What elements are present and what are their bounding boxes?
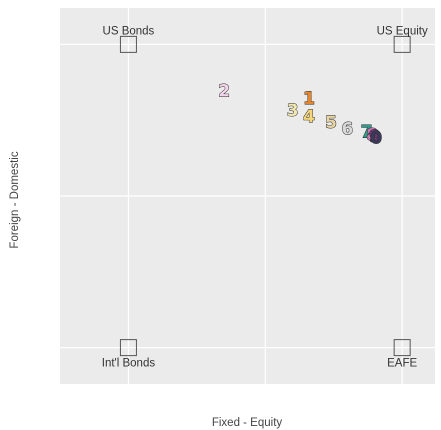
data-point: 0 <box>370 128 382 148</box>
corner-label: EAFE <box>387 358 417 370</box>
corner-label: Int'l Bonds <box>102 358 156 370</box>
corner-marker <box>393 339 411 357</box>
data-point: 4 <box>303 107 315 127</box>
corner-label: US Equity <box>377 25 428 37</box>
grid <box>60 8 435 384</box>
data-point: 9 <box>369 127 381 147</box>
y-axis-label: Foreign - Domestic <box>9 151 21 248</box>
corner-marker <box>119 339 137 357</box>
data-point: 3 <box>287 101 299 121</box>
corner-marker <box>119 35 137 53</box>
data-point: 1 <box>303 89 315 109</box>
data-point: 8 <box>366 125 378 145</box>
corner-labels: US Bonds US Equity Int'l Bonds EAFE <box>102 25 428 369</box>
data-point: 7 <box>361 122 373 142</box>
data-point: 6 <box>341 119 353 139</box>
corner-marker <box>393 35 411 53</box>
data-point: 2 <box>218 81 230 101</box>
x-axis-label: Fixed - Equity <box>212 417 283 429</box>
corner-label: US Bonds <box>103 25 155 37</box>
data-point: 5 <box>325 113 337 133</box>
